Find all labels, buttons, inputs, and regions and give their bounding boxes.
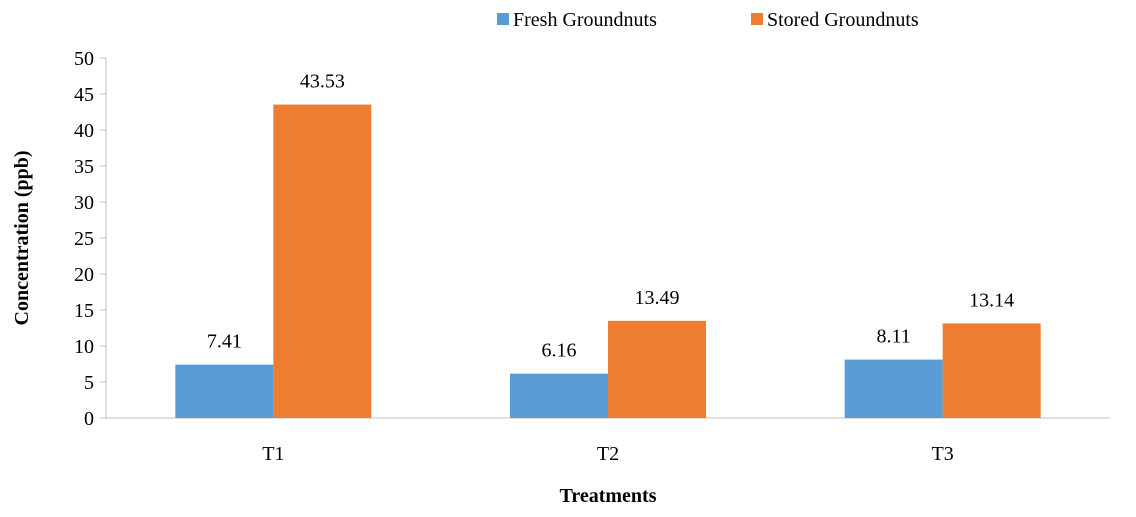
bar-fresh-groundnuts-t3	[844, 359, 943, 418]
y-tick-label: 30	[74, 192, 94, 214]
legend: Fresh Groundnuts Stored Groundnuts	[497, 9, 919, 31]
y-tick-label: 0	[84, 408, 94, 430]
y-tick-label: 20	[74, 264, 94, 286]
data-labels: 7.41 6.16 8.11 43.53 13.49 13.14	[207, 71, 1014, 362]
y-tick-label: 50	[74, 48, 94, 70]
x-axis-title: Treatments	[559, 485, 656, 507]
bars	[175, 104, 1041, 419]
y-axis: 0 5 10 15 20 25 30 35 40 45 50	[74, 48, 107, 430]
data-label: 13.49	[635, 287, 680, 309]
y-tick-label: 35	[74, 156, 94, 178]
y-tick-label: 15	[74, 300, 94, 322]
data-label: 8.11	[877, 326, 911, 348]
bar-fresh-groundnuts-t1	[175, 364, 274, 418]
x-tick-label: T3	[932, 443, 954, 465]
x-axis: T1 T2 T3	[106, 417, 1110, 465]
legend-swatch	[751, 13, 763, 25]
legend-label: Fresh Groundnuts	[513, 9, 657, 31]
legend-label: Stored Groundnuts	[767, 9, 919, 31]
legend-swatch	[497, 13, 509, 25]
y-tick-label: 10	[74, 336, 94, 358]
x-tick-label: T2	[597, 443, 619, 465]
y-tick-label: 5	[84, 372, 94, 394]
data-label: 43.53	[300, 71, 345, 93]
data-label: 6.16	[542, 340, 577, 362]
data-label: 7.41	[207, 331, 242, 353]
data-label: 13.14	[969, 289, 1014, 311]
y-tick-label: 25	[74, 228, 94, 250]
y-axis-title: Concentration (ppb)	[11, 150, 33, 325]
bar-stored-groundnuts-t3	[942, 323, 1041, 418]
x-tick-label: T1	[262, 443, 284, 465]
bar-stored-groundnuts-t1	[273, 104, 372, 419]
y-tick-label: 40	[74, 120, 94, 142]
bar-stored-groundnuts-t2	[608, 320, 706, 418]
y-tick-label: 45	[74, 84, 94, 106]
bar-fresh-groundnuts-t2	[510, 373, 608, 418]
